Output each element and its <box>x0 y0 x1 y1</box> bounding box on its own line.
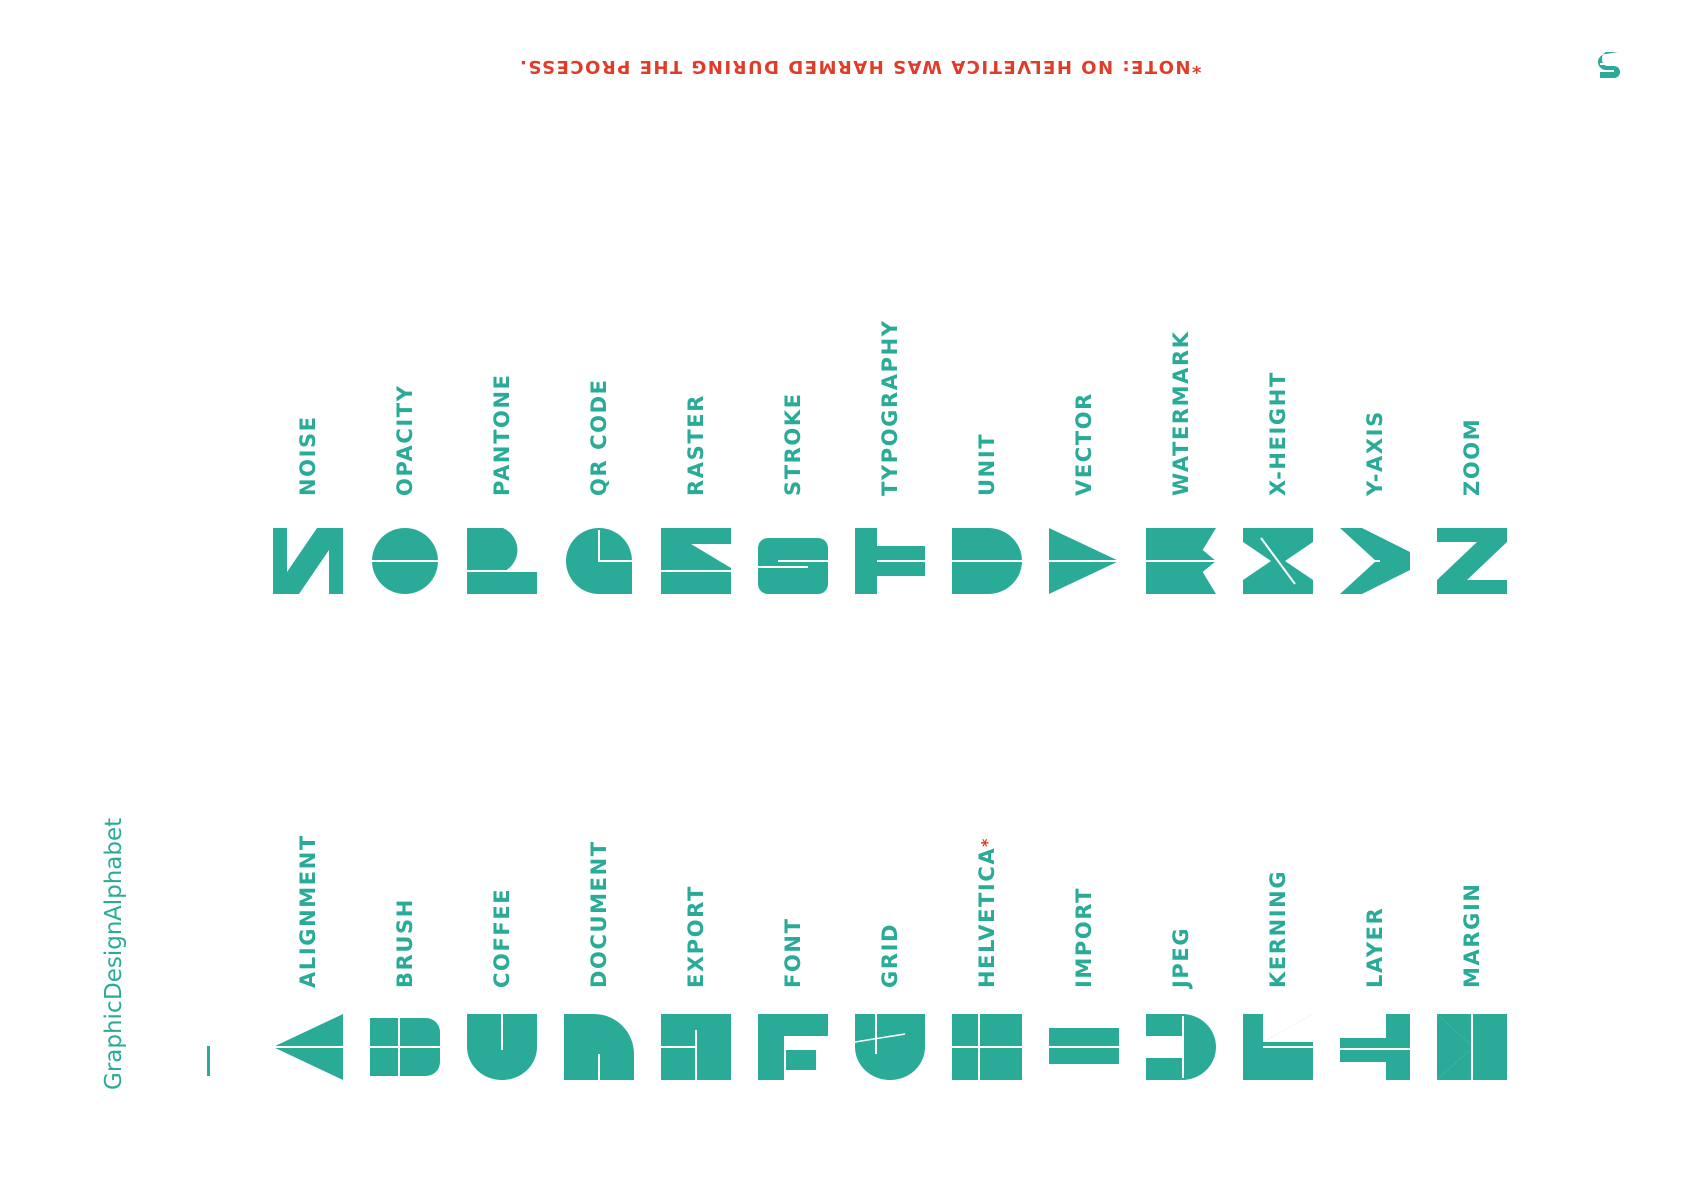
s-monogram-icon <box>1598 52 1620 78</box>
letter-word-h: HELVETICA * <box>947 790 1027 988</box>
glyph-s-icon <box>758 538 828 594</box>
letter-word-text: BRUSH <box>393 898 417 988</box>
letter-word-text: TYPOGRAPHY <box>878 319 902 496</box>
letter-word-text: ZOOM <box>1460 417 1484 496</box>
letter-word-text: MARGIN <box>1460 882 1484 988</box>
letter-word-v: VECTOR <box>1044 296 1124 496</box>
glyph-f-icon <box>758 1014 828 1080</box>
glyph-n-icon <box>273 528 343 594</box>
glyph-w-icon <box>1146 528 1216 594</box>
letter-word-text: COFFEE <box>490 887 514 988</box>
letter-word-z: ZOOM <box>1432 296 1512 496</box>
glyph-d-icon <box>564 1014 634 1080</box>
letter-word-f: FONT <box>753 790 833 989</box>
glyph-y-icon <box>1340 528 1410 594</box>
letter-word-i: IMPORT <box>1044 790 1124 988</box>
glyph-i-icon <box>1049 1028 1119 1064</box>
letter-word-text: HELVETICA <box>975 846 999 988</box>
letter-word-p: PANTONE <box>462 296 542 496</box>
letter-word-n: NOISE <box>268 296 348 496</box>
glyph-h-icon <box>952 1014 1022 1080</box>
letter-word-u: UNIT <box>947 296 1027 496</box>
glyph-g-icon <box>855 1014 925 1080</box>
glyph-o-icon <box>370 528 440 594</box>
title-rule <box>207 1046 210 1076</box>
letter-word-d: DOCUMENT <box>559 790 639 988</box>
letter-word-text: QR CODE <box>587 378 611 496</box>
letter-word-text: FONT <box>781 917 805 989</box>
glyph-x-icon <box>1243 528 1313 594</box>
letter-word-q: QR CODE <box>559 296 639 496</box>
letter-word-j: JPEG <box>1141 790 1221 988</box>
letter-word-t: TYPOGRAPHY <box>850 296 930 496</box>
letter-word-l: LAYER <box>1335 790 1415 988</box>
title-line-design: Design <box>101 920 127 1001</box>
page-title: Graphic Design Alphabet <box>100 818 194 1090</box>
letter-word-y: Y-AXIS <box>1335 296 1415 496</box>
glyph-v-icon <box>1049 528 1119 594</box>
letter-word-text: WATERMARK <box>1169 330 1193 496</box>
letter-word-text: ALIGNMENT <box>296 834 320 988</box>
glyph-q-icon <box>566 528 632 594</box>
letter-word-text: KERNING <box>1266 869 1290 988</box>
glyph-e-icon <box>661 1014 731 1080</box>
glyph-p-icon <box>467 528 537 594</box>
letter-word-m: MARGIN <box>1432 790 1512 988</box>
glyph-m-icon <box>1437 1014 1507 1080</box>
title-line-graphic: Graphic <box>101 1000 127 1090</box>
letter-word-text: STROKE <box>781 392 805 496</box>
letter-word-k: KERNING <box>1238 790 1318 988</box>
glyph-a-icon <box>273 1014 343 1080</box>
glyph-t-icon <box>855 528 925 594</box>
glyph-c-icon <box>467 1014 537 1080</box>
footnote-note: *NOTE: NO HELVETICA WAS HARMED DURING TH… <box>518 56 1202 77</box>
letter-word-text: RASTER <box>684 394 708 496</box>
glyph-u-icon <box>952 528 1022 594</box>
glyph-k-icon <box>1243 1014 1313 1080</box>
letter-word-text: NOISE <box>296 415 320 496</box>
letter-word-text: Y-AXIS <box>1363 410 1387 496</box>
letter-word-b: BRUSH <box>365 790 445 988</box>
letter-word-w: WATERMARK <box>1141 296 1221 496</box>
letter-word-text: GRID <box>878 922 902 988</box>
letter-word-text: UNIT <box>975 432 999 496</box>
letter-word-text: X-HEIGHT <box>1266 371 1290 496</box>
glyph-z-icon <box>1437 528 1507 594</box>
letter-word-g: GRID <box>850 790 930 988</box>
letter-word-text: DOCUMENT <box>587 840 611 988</box>
footnote-marker: * <box>977 836 997 847</box>
letter-word-text: PANTONE <box>490 373 514 496</box>
letter-word-text: IMPORT <box>1072 886 1096 988</box>
glyph-l-icon <box>1340 1014 1410 1080</box>
glyph-j-icon <box>1146 1014 1216 1080</box>
letter-word-text: JPEG <box>1169 926 1193 988</box>
letter-word-r: RASTER <box>656 296 736 496</box>
letter-word-text: VECTOR <box>1072 392 1096 496</box>
letter-word-a: ALIGNMENT <box>268 790 348 988</box>
glyph-r-icon <box>661 528 731 594</box>
title-line-alphabet: Alphabet <box>101 817 127 921</box>
letter-word-s: STROKE <box>753 296 833 496</box>
letter-word-text: EXPORT <box>684 885 708 988</box>
letter-word-x: X-HEIGHT <box>1238 296 1318 496</box>
letter-word-c: COFFEE <box>462 790 542 988</box>
letter-word-o: OPACITY <box>365 296 445 496</box>
letter-word-text: LAYER <box>1363 906 1387 988</box>
letter-word-text: OPACITY <box>393 384 417 496</box>
letter-word-e: EXPORT <box>656 790 736 988</box>
glyph-b-icon <box>370 1018 440 1076</box>
